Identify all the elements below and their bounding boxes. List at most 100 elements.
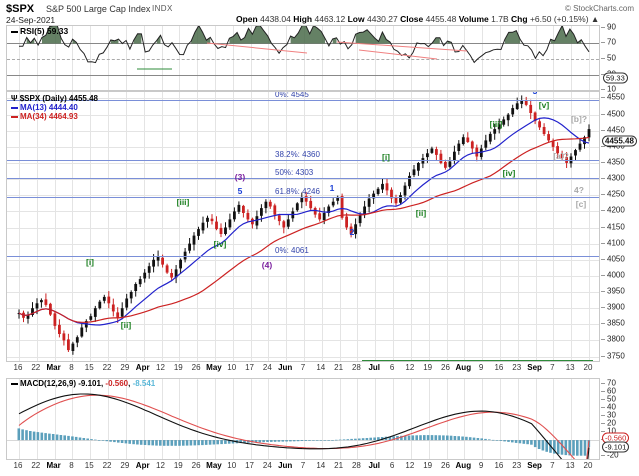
macd-tick: -20	[607, 450, 619, 460]
open-label: Open	[236, 14, 258, 24]
wave-label-3: 3	[532, 91, 538, 96]
wave-label-4: 4?	[574, 185, 584, 195]
chg-label: Chg	[511, 14, 528, 24]
rsi-value-box: 59.33	[603, 72, 628, 84]
x-axis-label: 22	[31, 461, 41, 470]
wave-label-3: (3)	[234, 172, 246, 182]
x-axis-label: 29	[120, 363, 130, 372]
x-axis-label: 6	[389, 461, 395, 470]
x-axis-label: 29	[120, 461, 130, 470]
wave-label-b: [b]?	[570, 114, 588, 124]
x-axis-label: Jul	[368, 363, 381, 372]
x-axis-label: 23	[512, 363, 522, 372]
open-value: 4438.04	[260, 14, 291, 24]
rsi-gridlines	[7, 26, 599, 90]
fib-label: 0%: 4061	[275, 246, 309, 256]
price-axis: 4550450044504400435043004250420041504100…	[601, 91, 639, 362]
price-tick: 4200	[607, 205, 625, 215]
macd-gridlines	[7, 379, 599, 459]
low-label: Low	[347, 14, 365, 24]
rsi-tick: 50	[607, 53, 616, 63]
rsi-plot	[18, 26, 590, 70]
x-axis-label: Aug	[455, 461, 472, 470]
x-axis-label: 21	[334, 363, 344, 372]
x-axis-label: 14	[316, 363, 326, 372]
x-axis-label: 21	[334, 461, 344, 470]
macd-tick: 20	[607, 418, 616, 428]
x-axis-label: 14	[316, 461, 326, 470]
x-axis-label: 8	[69, 363, 74, 372]
x-axis-label: Jun	[278, 461, 293, 470]
macd-tick: 70	[607, 378, 616, 388]
macd-main-value-box: -9.101	[602, 441, 630, 453]
x-axis-label: Apr	[135, 461, 150, 470]
price-tick: 4250	[607, 189, 625, 199]
price-tick: 4350	[607, 157, 625, 167]
x-axis-label: Apr	[135, 363, 150, 372]
wave-label-5: 5	[237, 186, 243, 196]
x-axis-price: 16 22 Mar 8 15 22 29 Apr 12 19 26 May 10 17 24 Jun 7 14 21…	[6, 363, 600, 375]
price-tick: 3800	[607, 334, 625, 344]
volume-label: Volume	[458, 14, 489, 24]
x-axis-label: 12	[405, 461, 415, 470]
price-tick: 4500	[607, 109, 625, 119]
x-axis-label: 22	[102, 363, 112, 372]
wave-label-v: [v]	[538, 100, 550, 110]
x-axis-label: Jul	[368, 461, 381, 470]
symbol-exchange: INDX	[152, 4, 173, 13]
wave-label-iii: [iii]	[176, 197, 190, 207]
close-value: 4455.48	[425, 14, 457, 24]
x-axis-label: May	[206, 461, 222, 470]
wave-label-4: (4)	[261, 260, 273, 270]
x-axis-label: 28	[351, 461, 361, 470]
x-axis-label: 26	[441, 363, 450, 372]
x-axis-label: 23	[512, 461, 522, 470]
symbol-description: S&P 500 Large Cap Index	[46, 4, 151, 14]
x-axis-label: 26	[441, 461, 450, 470]
x-axis-label: 19	[173, 461, 183, 470]
wave-label-1: 1	[329, 183, 335, 193]
close-label: Close	[400, 14, 424, 24]
x-axis-label: 20	[583, 461, 593, 470]
macd-panel: MACD(12,26,9) -9.101, -0.560, -8.541	[6, 378, 600, 460]
wave-label-c: [c]	[575, 199, 587, 209]
fib-line	[7, 196, 599, 198]
macd-axis: 706050403020100-20	[601, 378, 639, 460]
x-axis-label: 6	[389, 363, 395, 372]
price-tick: 4050	[607, 254, 625, 264]
x-axis-label: 7	[300, 363, 306, 372]
price-plot	[17, 95, 591, 355]
chart-header: $SPX S&P 500 Large Cap Index INDX 24-Sep…	[0, 0, 639, 25]
x-axis-label: 22	[102, 461, 112, 470]
volume-value: 1.7B	[491, 14, 509, 24]
x-axis-label: 13	[565, 461, 575, 470]
x-axis-label: 24	[262, 461, 272, 470]
fib-line	[7, 100, 599, 102]
x-axis-label: 16	[494, 363, 504, 372]
x-axis-label: 24	[262, 363, 272, 372]
ma34-legend: MA(34) 4464.93	[11, 112, 98, 121]
x-axis-label: Mar	[46, 363, 61, 372]
x-axis-label: 19	[173, 363, 183, 372]
macd-legend: MACD(12,26,9) -9.101, -0.560, -8.541	[11, 379, 155, 388]
macd-tick: 30	[607, 410, 616, 420]
macd-tick: 50	[607, 394, 616, 404]
fib-label: 50%: 4303	[275, 168, 314, 178]
macd-tick: 60	[607, 386, 616, 396]
price-tick: 4000	[607, 270, 625, 280]
chart-date: 24-Sep-2021	[6, 15, 56, 25]
price-tick: 3850	[607, 318, 625, 328]
wave-label-iii: [iii]	[489, 119, 503, 129]
chg-value: +6.50 (+0.15%) ▲	[529, 14, 600, 24]
ohlc-summary: Open 4438.04 High 4463.12 Low 4430.27 Cl…	[236, 14, 599, 24]
price-tick: 3900	[607, 302, 625, 312]
rsi-tick: 70	[607, 37, 616, 47]
x-axis-label: 9	[478, 461, 484, 470]
price-tick: 4100	[607, 238, 625, 248]
price-legend: Ψ $SPX (Daily) 4455.48 MA(13) 4444.40 MA…	[11, 94, 98, 121]
x-axis-label: 12	[156, 461, 165, 470]
fib-label: 38.2%: 4360	[275, 149, 320, 159]
ma13-legend: MA(13) 4444.40	[11, 103, 98, 112]
x-axis-label: 26	[191, 363, 201, 372]
